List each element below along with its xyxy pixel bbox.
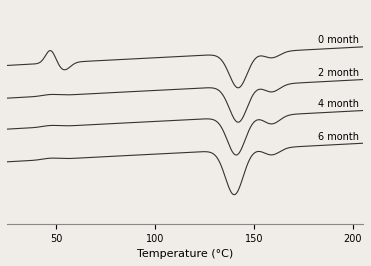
Text: 4 month: 4 month [318, 99, 359, 109]
Text: 0 month: 0 month [318, 35, 359, 45]
X-axis label: Temperature (°C): Temperature (°C) [137, 249, 233, 259]
Text: 6 month: 6 month [318, 131, 359, 142]
Text: 2 month: 2 month [318, 68, 359, 78]
